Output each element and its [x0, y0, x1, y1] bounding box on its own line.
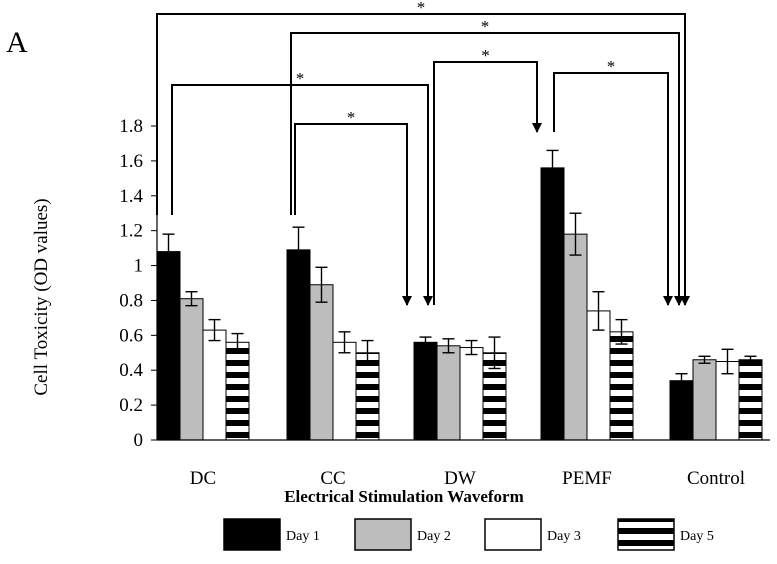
bar — [156, 251, 181, 441]
legend-label: Day 5 — [680, 529, 714, 544]
y-tick-label: 0.6 — [119, 325, 143, 346]
bracket-arrowhead — [674, 296, 684, 306]
bar — [202, 329, 227, 441]
bar — [355, 352, 380, 441]
y-tick-label: 1.2 — [119, 221, 143, 242]
significance-star: * — [347, 108, 356, 127]
bar — [540, 167, 565, 441]
y-tick-label: 0.4 — [119, 360, 143, 381]
bar — [436, 345, 461, 441]
significance-star: * — [417, 0, 426, 17]
legend-swatch — [354, 518, 412, 551]
bars-group — [156, 149, 763, 441]
bracket-arrowhead — [402, 296, 412, 306]
bar — [669, 380, 694, 441]
legend: Day 1 Day 2 Day 3 Day 5 — [223, 518, 714, 551]
x-axis: DC CC DW PEMF Control — [157, 439, 770, 489]
y-axis: 0 0.2 0.4 0.6 0.8 1 1.2 1.4 1.6 1.8 — [119, 116, 158, 451]
y-tick-label: 0 — [134, 430, 144, 451]
y-tick-label: 1.8 — [119, 116, 143, 137]
significance-bracket — [171, 84, 429, 305]
bar — [692, 359, 717, 441]
y-tick-label: 0.2 — [119, 395, 143, 416]
panel-label: A — [6, 26, 28, 59]
bar — [225, 341, 250, 441]
bracket-arrowhead — [423, 296, 433, 306]
legend-label: Day 3 — [547, 529, 581, 544]
bar — [332, 341, 357, 441]
y-tick-label: 1.4 — [119, 186, 143, 207]
legend-label: Day 2 — [417, 529, 451, 544]
x-tick-label: DC — [190, 468, 216, 489]
bar — [738, 359, 763, 441]
significance-star: * — [607, 57, 616, 76]
significance-bracket — [553, 72, 669, 305]
bracket-arrowhead — [532, 123, 542, 133]
legend-label: Day 1 — [286, 529, 320, 544]
y-tick-label: 1 — [134, 256, 144, 277]
bar — [609, 331, 634, 441]
bar — [286, 249, 311, 441]
bar — [459, 347, 484, 441]
y-tick-label: 1.6 — [119, 151, 143, 172]
significance-star: * — [481, 46, 490, 65]
significance-bracket — [156, 13, 686, 305]
significance-bracket — [294, 123, 408, 305]
legend-swatch — [223, 518, 281, 551]
significance-brackets: * * * * * * — [156, 0, 690, 306]
significance-bracket — [433, 61, 538, 305]
bar — [179, 298, 204, 441]
bracket-arrowhead — [663, 296, 673, 306]
y-axis-label: Cell Toxicity (OD values) — [31, 198, 52, 395]
bar — [563, 233, 588, 441]
significance-star: * — [296, 69, 305, 88]
x-axis-label: Electrical Stimulation Waveform — [284, 487, 524, 506]
significance-bracket — [290, 32, 680, 305]
legend-swatch — [484, 518, 542, 551]
bar — [413, 341, 438, 441]
significance-star: * — [481, 17, 490, 36]
legend-swatch — [617, 518, 675, 551]
x-tick-label: Control — [687, 468, 745, 489]
x-tick-label: CC — [320, 468, 345, 489]
x-tick-label: PEMF — [562, 468, 612, 489]
x-tick-label: DW — [444, 468, 476, 489]
bar — [309, 284, 334, 441]
y-tick-label: 0.8 — [119, 290, 143, 311]
